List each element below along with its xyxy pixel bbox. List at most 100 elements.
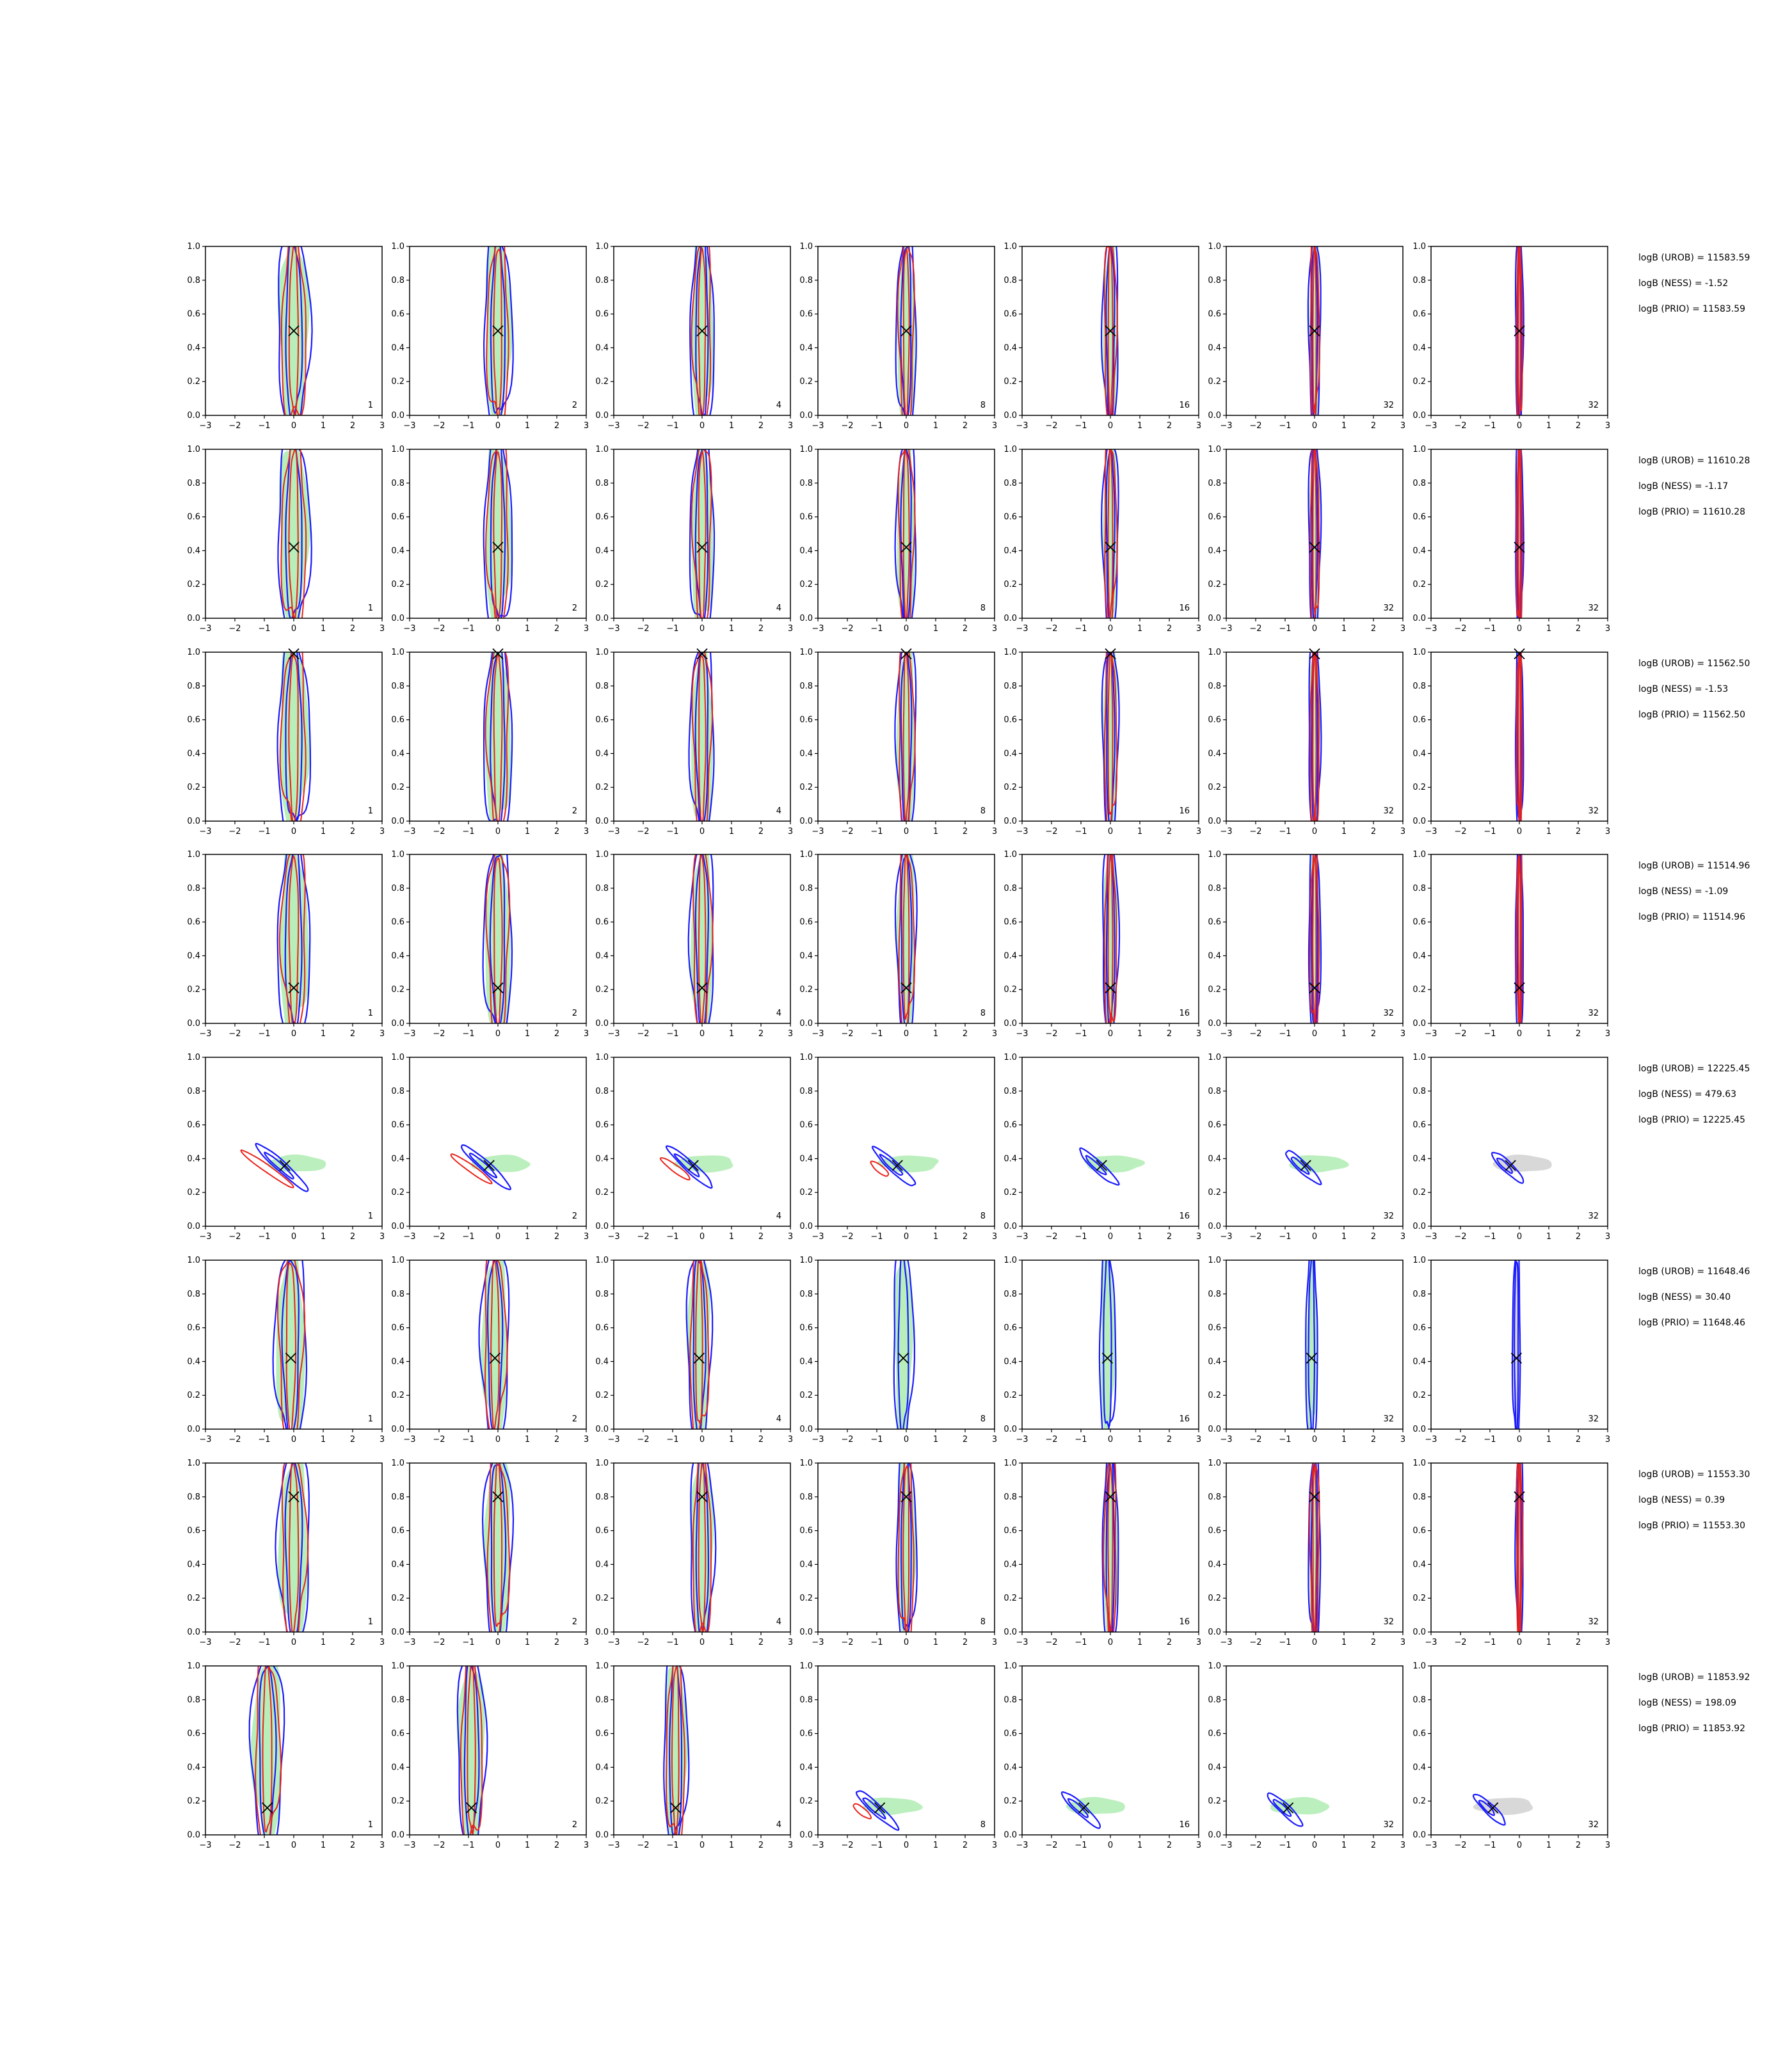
logb-annotation: logB (NESS) = -1.52 <box>1638 278 1729 289</box>
y-tick-label: 1.0 <box>391 445 404 454</box>
x-tick-label: 1 <box>933 1638 938 1647</box>
x-tick-label: −2 <box>1454 827 1466 836</box>
panel-number-label: 16 <box>1179 401 1190 410</box>
x-tick-label: 3 <box>1605 624 1610 634</box>
panel-r3-c5: −3 −2 −1 0 1 2 3 0.0 0.2 0.4 0.6 0.8 1.0 16 <box>1004 648 1201 836</box>
x-tick-label: 3 <box>788 1841 793 1850</box>
panel-r4-c6: −3 −2 −1 0 1 2 3 0.0 0.2 0.4 0.6 0.8 1.0 32 <box>1208 850 1405 1039</box>
true-value-marker <box>1505 1160 1516 1171</box>
y-tick-label: 0.4 <box>1412 749 1426 758</box>
y-tick-label: 0.6 <box>799 1729 813 1739</box>
x-tick-label: −2 <box>228 1638 241 1647</box>
x-tick-label: −2 <box>1045 1232 1057 1242</box>
y-tick-label: 0.2 <box>1004 377 1017 387</box>
red-contour <box>285 1262 296 1429</box>
red-contour <box>897 449 916 618</box>
x-tick-label: 2 <box>963 1638 968 1647</box>
y-tick-label: 0.6 <box>187 1121 200 1130</box>
blue-contour <box>1308 652 1322 821</box>
y-tick-label: 0.6 <box>187 716 200 725</box>
y-tick-label: 0.4 <box>799 951 813 961</box>
y-tick-label: 0.6 <box>595 1324 609 1333</box>
x-tick-label: 0 <box>291 421 296 431</box>
x-tick-label: 1 <box>1341 1435 1347 1444</box>
x-tick-label: 1 <box>525 827 530 836</box>
x-tick-label: −3 <box>1220 1841 1232 1850</box>
x-tick-label: 2 <box>758 1232 764 1242</box>
panel-r8-c1: −3 −2 −1 0 1 2 3 0.0 0.2 0.4 0.6 0.8 1.0 1 <box>187 1661 385 1850</box>
red-contour <box>288 1463 300 1632</box>
panel-number-label: 32 <box>1383 1617 1394 1627</box>
x-tick-label: −1 <box>870 1638 883 1647</box>
y-tick-label: 0.0 <box>1412 1019 1426 1028</box>
y-tick-label: 0.6 <box>1412 513 1426 522</box>
x-tick-label: 1 <box>933 1232 938 1242</box>
panel-number-label: 32 <box>1383 1820 1394 1830</box>
y-tick-label: 0.0 <box>1208 1830 1221 1840</box>
y-tick-label: 0.4 <box>391 1763 404 1772</box>
y-tick-label: 0.2 <box>1412 580 1426 589</box>
x-tick-label: −1 <box>462 1435 474 1444</box>
panel-number-label: 32 <box>1588 1009 1599 1018</box>
y-tick-label: 0.6 <box>391 716 404 725</box>
y-tick-label: 0.0 <box>391 1425 404 1434</box>
x-tick-label: −2 <box>637 827 649 836</box>
y-tick-label: 0.2 <box>595 1594 609 1603</box>
x-tick-label: 1 <box>933 1841 938 1850</box>
y-tick-label: 0.8 <box>595 1290 609 1299</box>
x-tick-label: −2 <box>1249 1232 1261 1242</box>
y-tick-label: 0.4 <box>1412 1763 1426 1772</box>
y-tick-label: 0.4 <box>595 1763 609 1772</box>
x-tick-label: 3 <box>788 1435 793 1444</box>
blue-contour <box>1101 652 1120 821</box>
x-tick-label: 1 <box>1546 827 1551 836</box>
y-tick-label: 0.4 <box>595 749 609 758</box>
blue-contour <box>284 1463 303 1632</box>
panel-r8-c3: −3 −2 −1 0 1 2 3 0.0 0.2 0.4 0.6 0.8 1.0 4 <box>595 1661 793 1850</box>
blue-contour <box>1105 246 1116 415</box>
x-tick-label: 3 <box>992 827 997 836</box>
x-tick-label: −3 <box>403 421 415 431</box>
x-tick-label: 3 <box>992 1232 997 1242</box>
y-tick-label: 1.0 <box>1412 1256 1426 1265</box>
panel-r3-c6: −3 −2 −1 0 1 2 3 0.0 0.2 0.4 0.6 0.8 1.0 32 <box>1208 648 1405 836</box>
x-tick-label: −2 <box>1454 1841 1466 1850</box>
x-tick-label: 3 <box>584 1029 589 1039</box>
x-tick-label: −1 <box>462 1232 474 1242</box>
red-contour <box>659 1157 691 1181</box>
x-tick-label: −2 <box>228 827 241 836</box>
y-tick-label: 0.4 <box>595 1357 609 1366</box>
x-tick-label: −1 <box>1279 1435 1291 1444</box>
y-tick-label: 0.2 <box>1412 1188 1426 1197</box>
x-tick-label: −2 <box>1249 827 1261 836</box>
blue-contour <box>483 652 513 821</box>
x-tick-label: −1 <box>462 421 474 431</box>
blue-contour <box>855 1790 900 1831</box>
y-tick-label: 0.2 <box>1208 985 1221 995</box>
true-value-marker <box>492 325 504 337</box>
y-tick-label: 0.4 <box>595 546 609 556</box>
x-tick-label: 1 <box>321 1841 326 1850</box>
y-tick-label: 0.2 <box>1208 580 1221 589</box>
x-tick-label: −3 <box>812 1232 824 1242</box>
red-contour <box>902 652 910 821</box>
x-tick-label: 0 <box>700 1232 705 1242</box>
y-tick-label: 0.6 <box>595 716 609 725</box>
x-tick-label: −3 <box>1425 1435 1437 1444</box>
y-tick-label: 1.0 <box>1004 648 1017 657</box>
red-contour <box>280 246 307 415</box>
y-tick-label: 0.2 <box>595 377 609 387</box>
x-tick-label: 3 <box>1605 827 1610 836</box>
x-tick-label: −2 <box>228 1029 241 1039</box>
y-tick-label: 0.8 <box>391 884 404 893</box>
y-tick-label: 0.6 <box>187 1526 200 1536</box>
y-tick-label: 0.2 <box>1004 783 1017 792</box>
x-tick-label: −2 <box>1249 1638 1261 1647</box>
y-tick-label: 0.8 <box>799 884 813 893</box>
blue-contour <box>1308 1260 1316 1429</box>
y-tick-label: 0.2 <box>1208 1188 1221 1197</box>
red-contour <box>240 1149 294 1188</box>
x-tick-label: −2 <box>1249 1029 1261 1039</box>
panel-r3-c1: −3 −2 −1 0 1 2 3 0.0 0.2 0.4 0.6 0.8 1.0 1 <box>187 648 385 836</box>
